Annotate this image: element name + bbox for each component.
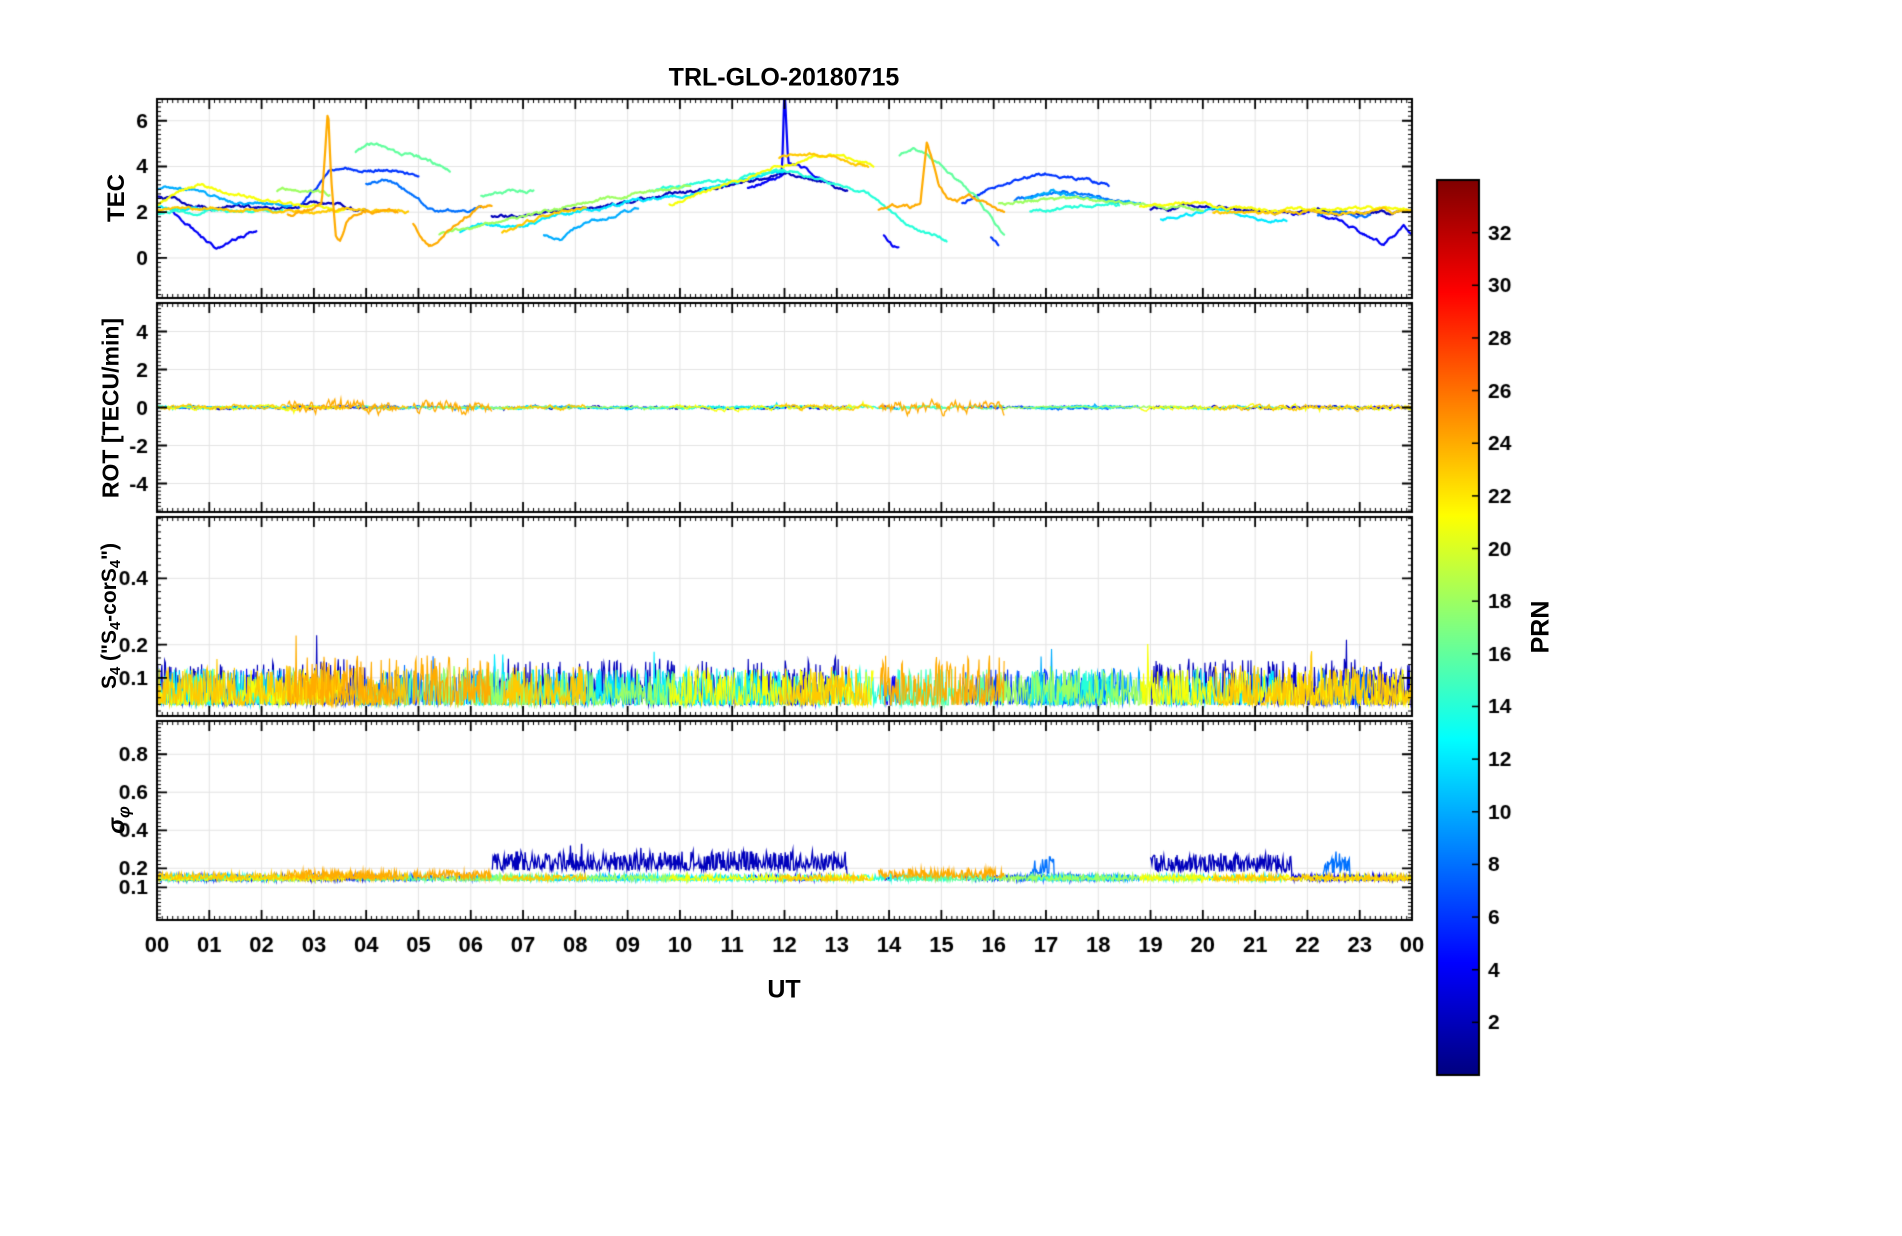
x-axis-label: UT	[767, 975, 801, 1004]
y-axis-label-rot: ROT [TECU/min]	[97, 317, 124, 499]
y-axis-label-tec: TEC	[103, 174, 130, 222]
chart-title: TRL-GLO-20180715	[668, 63, 900, 92]
y-axis-label-sigma-phi: σφ	[103, 806, 134, 834]
colorbar-label: PRN	[1526, 600, 1555, 654]
y-axis-label-s4: S4 ("S4-corS4")	[97, 543, 125, 689]
